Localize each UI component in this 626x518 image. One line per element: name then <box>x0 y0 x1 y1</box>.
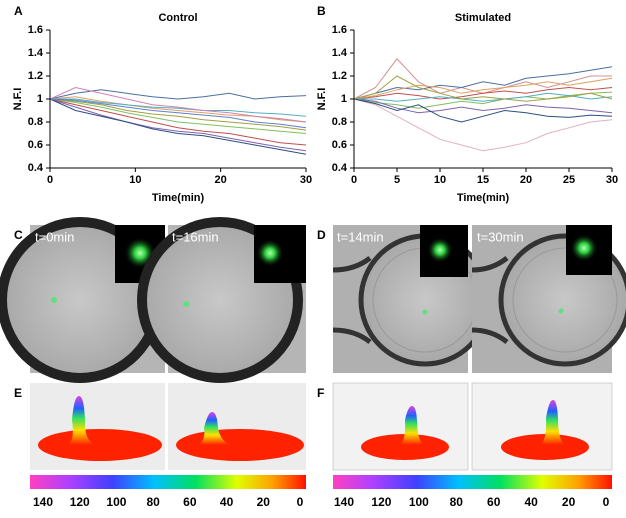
colorbar-tick-label: 120 <box>70 495 90 509</box>
x-tick-label: 25 <box>563 174 575 186</box>
data-line <box>353 75 613 102</box>
colorbar-tick-label: 60 <box>183 495 197 509</box>
colorbar-tick-label: 80 <box>146 495 160 509</box>
y-tick-label: 0.6 <box>332 139 347 151</box>
x-tick-label: 5 <box>394 174 400 186</box>
colorbar-tick-label: 140 <box>33 495 53 509</box>
data-line <box>49 98 307 155</box>
data-line <box>353 91 613 109</box>
data-line <box>49 98 307 146</box>
colorbar-tick-label: 120 <box>371 495 391 509</box>
y-tick-label: 1 <box>37 93 43 105</box>
data-line <box>353 98 613 123</box>
data-line <box>49 98 307 131</box>
data-line <box>353 98 613 114</box>
y-tick-label: 0.8 <box>332 116 347 128</box>
x-axis-label: Time(min) <box>152 192 205 204</box>
colorbar-tick-label: 20 <box>257 495 271 509</box>
colorbar-tick-label: 100 <box>409 495 429 509</box>
y-tick-label: 1.4 <box>332 47 348 59</box>
time-label: t=0min <box>35 229 74 244</box>
surface-plot <box>168 383 306 470</box>
y-tick-label: 1.2 <box>332 70 347 82</box>
colorbar-tick-label: 60 <box>487 495 501 509</box>
x-axis-label: Time(min) <box>457 192 510 204</box>
colorbar-tick-label: 0 <box>297 495 304 509</box>
time-label: t=14min <box>337 229 384 244</box>
colorbar <box>30 475 612 489</box>
x-tick-label: 30 <box>300 174 312 186</box>
colorbar-tick-label: 20 <box>562 495 576 509</box>
panel-letter: F <box>317 386 324 400</box>
surface-plot <box>332 382 469 471</box>
data-line <box>354 92 613 102</box>
panel-e: E <box>14 383 306 470</box>
data-line <box>49 98 307 129</box>
data-line <box>50 98 307 117</box>
x-tick-label: 20 <box>520 174 532 186</box>
charts: A Control Time(min) N.F.I 0.4 0.6 0.8 1 1.2 1.4 1.… <box>12 4 618 204</box>
panel-f: F <box>317 382 613 471</box>
panel-letter: A <box>14 4 23 18</box>
y-tick-label: 1 <box>341 93 347 105</box>
micro-image: t=30min <box>471 225 626 373</box>
colorbar-tick-label: 0 <box>603 495 610 509</box>
y-tick-label: 1.4 <box>28 47 44 59</box>
surface-plot <box>471 382 613 471</box>
data-line <box>353 77 613 100</box>
colorbar-tick-label: 80 <box>450 495 464 509</box>
x-tick-label: 15 <box>477 174 489 186</box>
data-line <box>49 98 307 134</box>
y-axis-label: N.F.I <box>12 88 24 111</box>
y-tick-label: 1.6 <box>28 24 43 36</box>
data-line <box>49 89 307 100</box>
x-tick-label: 20 <box>215 174 227 186</box>
panel-c: C t=0min t=16min <box>0 217 306 383</box>
x-tick-label: 0 <box>47 174 53 186</box>
colorbar-tick-label: 140 <box>334 495 354 509</box>
surface-plot <box>30 383 165 470</box>
x-tick-label: 0 <box>351 174 357 186</box>
colorbar-tick-label: 40 <box>524 495 538 509</box>
micro-image: t=16min <box>137 217 306 383</box>
y-tick-label: 1.6 <box>332 24 347 36</box>
y-tick-label: 0.6 <box>28 139 43 151</box>
x-tick-label: 10 <box>434 174 446 186</box>
panel-letter: E <box>14 386 22 400</box>
data-line <box>49 86 307 123</box>
y-tick-label: 0.4 <box>332 162 348 174</box>
x-tick-label: 10 <box>129 174 141 186</box>
panel-d: D t=14min t=30min <box>317 225 626 373</box>
colorbar-tick-label: 100 <box>106 495 126 509</box>
panel-letter: C <box>14 228 23 242</box>
x-tick-label: 30 <box>606 174 618 186</box>
data-line <box>353 86 613 100</box>
data-line <box>353 98 613 152</box>
panel-letter: B <box>317 4 326 18</box>
time-label: t=30min <box>477 229 524 244</box>
y-tick-label: 1.2 <box>28 70 43 82</box>
colorbar-tick-label: 40 <box>220 495 234 509</box>
data-line <box>353 66 613 100</box>
panel-letter: D <box>317 228 326 242</box>
chart-title: Control <box>158 12 197 24</box>
micro-image: t=14min <box>332 225 492 373</box>
y-axis-label: N.F.I <box>316 88 328 111</box>
y-tick-label: 0.8 <box>28 116 43 128</box>
data-line <box>49 98 307 152</box>
time-label: t=16min <box>172 229 219 244</box>
y-tick-label: 0.4 <box>28 162 44 174</box>
chart-title: Stimulated <box>455 12 511 24</box>
